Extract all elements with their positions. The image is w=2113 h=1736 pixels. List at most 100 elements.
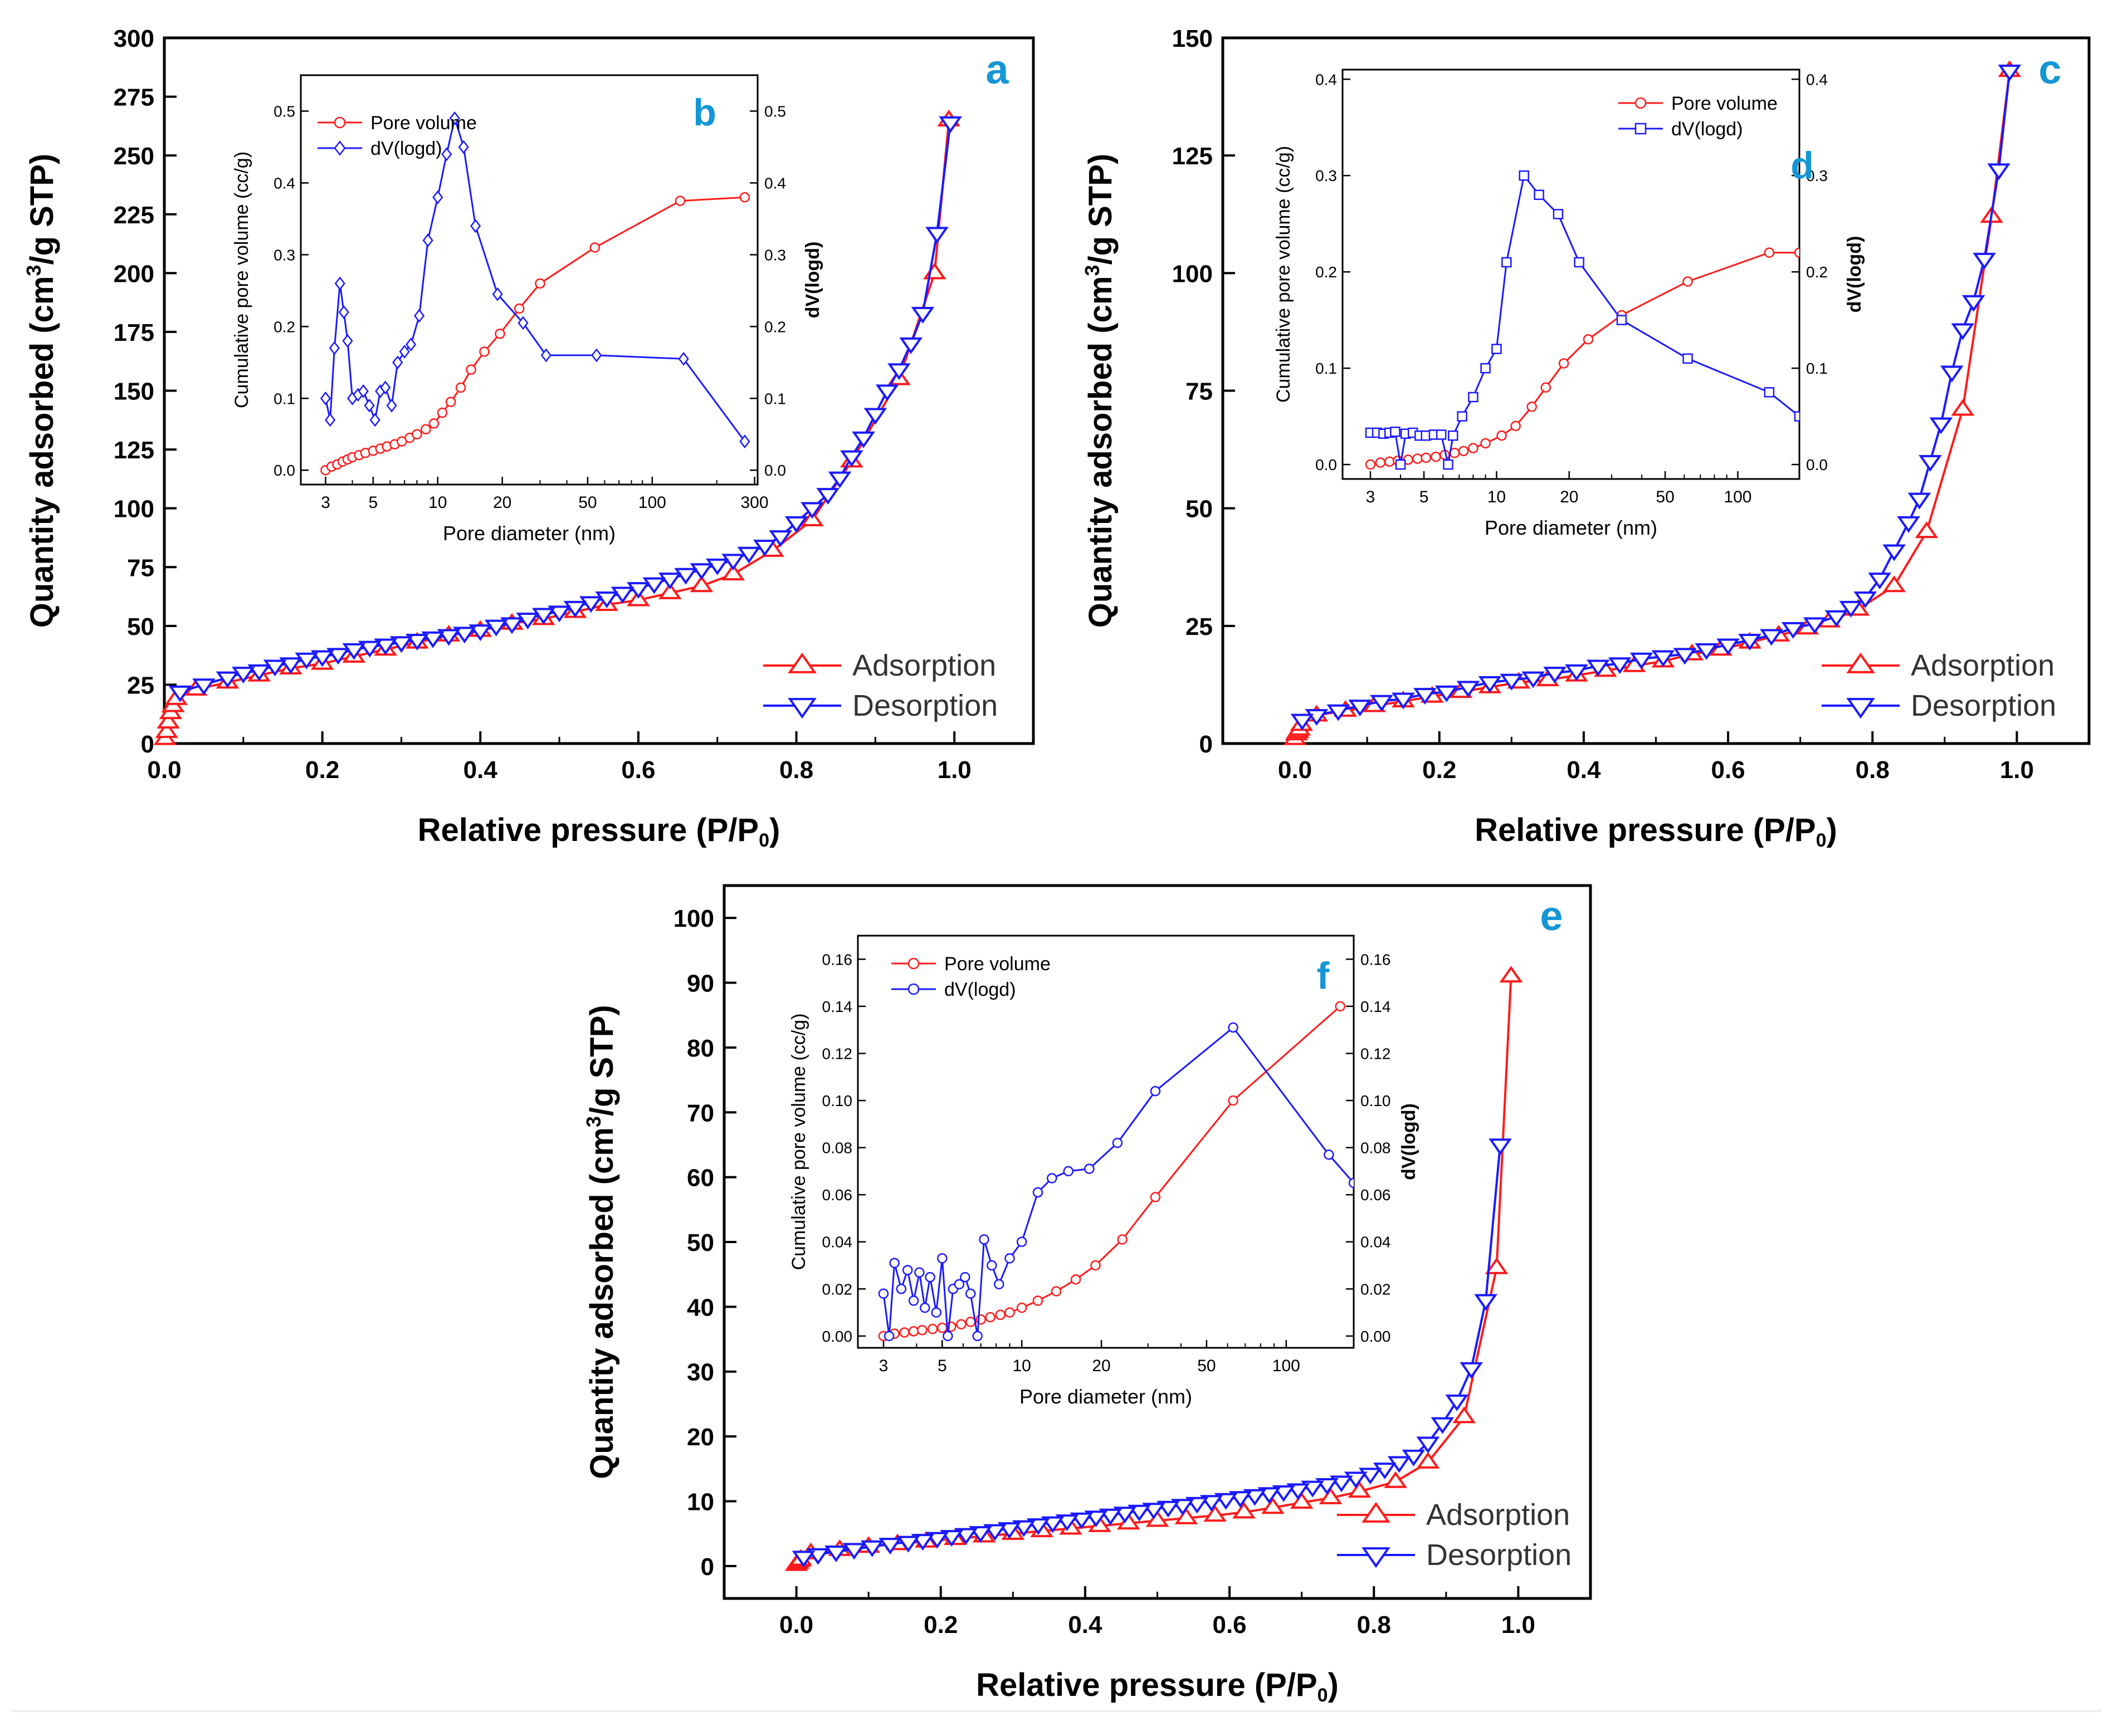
inset-y-right-tick-label: 0.16 [1360, 951, 1391, 968]
data-point-desorption [911, 306, 935, 324]
panel-letter: a [985, 46, 1009, 92]
inset-chart: 3 5 10 20 50 100 0.0 0.1 0.2 0.3 0.4 0.0 0.1 0.2 0.3 0.… [1273, 69, 1865, 539]
data-point-desorption [1474, 1294, 1497, 1311]
chart-panel-e: 0.0 0.2 0.4 0.6 0.8 1.00102030405060708090100… [582, 884, 1592, 1706]
data-point-desorption [405, 633, 429, 651]
inset-data-point-dv-logd [1682, 353, 1693, 364]
y-axis-label: Quantity adsorbed (cm3/g STP) [582, 1005, 620, 1479]
inset-data-point-pore-volume [1558, 358, 1569, 369]
inset-data-point-dv-logd [449, 111, 460, 125]
inset-data-point-pore-volume [1365, 459, 1376, 470]
inset-data-point-pore-volume [1016, 1302, 1027, 1313]
y-tick-label: 100 [674, 905, 714, 932]
inset-data-point-dv-logd [1348, 1177, 1354, 1189]
inset-data-point-pore-volume [1032, 1295, 1043, 1306]
x-tick-label: 0.4 [1068, 1611, 1102, 1639]
inset-y-left-tick-label: 0.2 [274, 318, 295, 335]
data-point-desorption [531, 608, 555, 625]
inset-data-point-pore-volume [908, 1326, 919, 1337]
inset-data-point-dv-logd [1324, 1150, 1334, 1160]
x-tick-label: 0.0 [147, 756, 181, 784]
y-tick-label: 125 [114, 437, 154, 464]
inset-series-pore-volume [320, 192, 750, 476]
legend-label: Desorption [1426, 1538, 1572, 1572]
inset-legend-marker [907, 983, 920, 995]
inset-data-point-dv-logd [896, 1284, 907, 1294]
inset-data-point-pore-volume [1496, 430, 1507, 441]
y-tick-label: 200 [114, 260, 154, 287]
data-point-desorption [216, 671, 240, 688]
inset-y-left-tick-label: 0.3 [1315, 167, 1337, 184]
data-point-desorption [1608, 657, 1632, 674]
data-point-desorption [1587, 659, 1610, 677]
legend-marker [1846, 652, 1875, 673]
inset-y-right-tick-label: 0.08 [1360, 1140, 1391, 1157]
data-point-desorption [326, 648, 350, 665]
legend-marker [1846, 698, 1875, 719]
inset-y-right-tick-label: 0.2 [1806, 263, 1828, 281]
inset-data-point-dv-logd [518, 316, 529, 330]
inset-data-point-pore-volume [1583, 334, 1594, 345]
inset-y-left-tick-label: 0.08 [822, 1140, 853, 1157]
data-point-desorption [1348, 700, 1372, 717]
data-point-adsorption [1290, 1492, 1314, 1509]
inset-x-tick-label: 100 [1724, 488, 1751, 506]
inset-x-tick-label: 5 [369, 493, 378, 512]
data-point-desorption [247, 664, 271, 681]
legend: Adsorption Desorption [1822, 649, 2056, 722]
legend: Adsorption Desorption [1337, 1498, 1572, 1572]
inset-data-point-dv-logd [329, 341, 340, 355]
data-point-desorption [263, 659, 287, 677]
inset-data-point-dv-logd [1084, 1163, 1095, 1174]
inset-data-point-pore-volume [1468, 443, 1478, 453]
data-point-adsorption [1145, 1510, 1169, 1527]
inset-x-tick-label: 5 [938, 1357, 947, 1375]
data-point-desorption [863, 408, 887, 425]
data-point-desorption [1629, 652, 1653, 669]
inset-data-point-dv-logd [492, 287, 503, 301]
x-axis-label: Relative pressure (P/P0) [1475, 812, 1837, 851]
inset-data-point-dv-logd [325, 413, 336, 427]
inset-data-point-pore-volume [739, 192, 750, 203]
data-point-desorption [816, 488, 840, 505]
data-point-desorption [1489, 1138, 1512, 1156]
inset-data-point-dv-logd [1519, 170, 1529, 181]
y-axis-label-pre: Quantity adsorbed (cm [1082, 276, 1119, 628]
chart-panel-c: 0.0 0.2 0.4 0.6 0.8 1.00255075100125150Relati… [1081, 25, 2091, 851]
inset-data-point-pore-volume [1431, 451, 1441, 462]
inset-data-point-pore-volume [428, 418, 440, 429]
inset-panel-letter: d [1790, 144, 1814, 187]
inset-data-point-dv-logd [1150, 1085, 1161, 1097]
inset-frame [300, 74, 759, 486]
data-point-desorption [1326, 704, 1350, 721]
data-point-desorption [875, 384, 899, 402]
data-point-desorption [939, 116, 962, 133]
legend-marker [788, 698, 817, 719]
inset-data-point-dv-logd [908, 1295, 919, 1306]
legend-label: Desorption [1911, 689, 2056, 722]
series-desorption [1290, 64, 2022, 731]
data-point-desorption [1521, 671, 1545, 688]
x-axis-label-end: ) [769, 812, 780, 848]
inset-data-point-dv-logd [925, 1272, 935, 1283]
data-point-desorption [1673, 648, 1697, 665]
inset-data-point-pore-volume [675, 195, 686, 206]
data-point-desorption [437, 629, 461, 646]
y-tick-label: 50 [1185, 496, 1213, 523]
inset-data-point-dv-logd [902, 1265, 913, 1275]
data-point-adsorption [1915, 521, 1939, 539]
y-tick-label: 0 [141, 731, 154, 758]
data-point-desorption [737, 546, 761, 564]
data-point-adsorption [1951, 399, 1975, 416]
legend: Adsorption Desorption [763, 649, 998, 722]
inset-data-point-dv-logd [320, 391, 331, 405]
legend-label: Adsorption [852, 649, 996, 682]
chart-panel-a: 0.0 0.2 0.4 0.6 0.8 1.00255075100125150175200… [22, 25, 1035, 851]
data-point-adsorption [1348, 1481, 1372, 1498]
legend-label: Desorption [852, 689, 998, 722]
inset-data-point-dv-logd [1501, 257, 1512, 268]
data-point-desorption [1500, 673, 1524, 691]
inset-data-point-dv-logd [441, 147, 452, 162]
data-point-desorption [1868, 573, 1892, 590]
inset-y-left-axis-label: Cumulative pore volume (cc/g) [788, 1013, 809, 1270]
